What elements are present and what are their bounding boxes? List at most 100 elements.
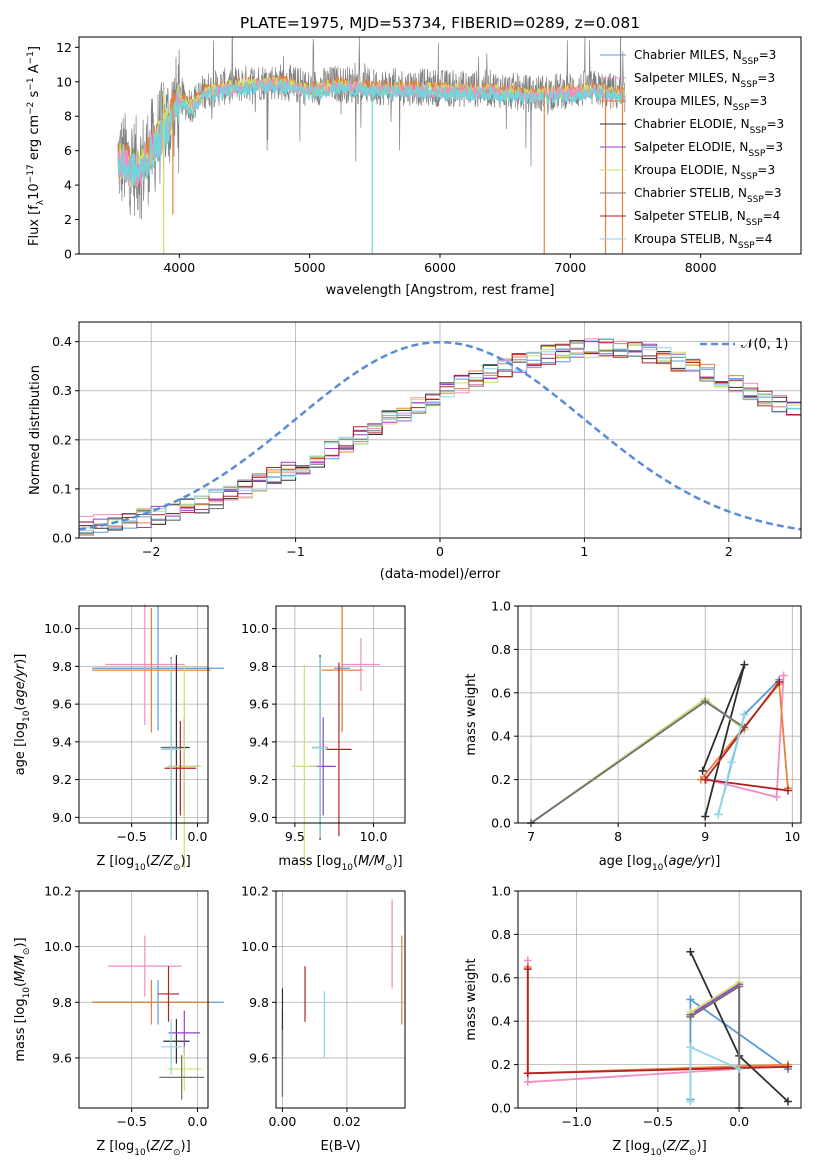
series-marker bbox=[701, 812, 710, 821]
model-spectrum-line bbox=[117, 78, 626, 188]
text-span: Kroupa MILES, N bbox=[634, 94, 733, 108]
x-axis-label: age [log10(age/yr)] bbox=[599, 854, 721, 873]
x-axis-label: Z [log10(Z/Z⊙)] bbox=[96, 1139, 190, 1158]
text-span: 10 bbox=[650, 1148, 662, 1158]
text-span: SSP bbox=[738, 241, 755, 251]
legend-entry: 𝒩(0, 1) bbox=[741, 337, 788, 352]
legend-entry: Chabrier ELODIE, NSSP=3 bbox=[634, 117, 784, 136]
text-span: −2 bbox=[26, 102, 36, 115]
series-marker bbox=[523, 1077, 532, 1086]
axes-frame bbox=[78, 890, 209, 1109]
y-tick-label: 10.0 bbox=[241, 621, 269, 636]
x-tick-label: 10.0 bbox=[360, 829, 388, 844]
text-span: =3 bbox=[766, 117, 784, 131]
text-span: mass [log bbox=[13, 998, 28, 1061]
y-tick-label: 9.0 bbox=[52, 810, 72, 825]
y-tick-label: 9.6 bbox=[52, 1050, 72, 1065]
y-tick-label: 9.8 bbox=[52, 659, 72, 674]
text-span: ⊙ bbox=[173, 863, 181, 873]
text-span: M/M bbox=[13, 955, 28, 982]
x-tick-label: 10 bbox=[784, 829, 800, 844]
y-tick-label: 10.2 bbox=[44, 884, 72, 899]
axes-frame bbox=[78, 321, 802, 539]
text-span: 10 bbox=[652, 863, 664, 873]
text-span: 10 bbox=[134, 863, 146, 873]
observed-spectrum-line bbox=[117, 37, 626, 220]
legend-entry: Kroupa MILES, NSSP=3 bbox=[634, 94, 767, 113]
text-span: M/M bbox=[358, 854, 385, 869]
text-span: −1 bbox=[26, 77, 36, 90]
text-span: Kroupa STELIB, N bbox=[634, 232, 738, 246]
text-span: Chabrier ELODIE, N bbox=[634, 117, 750, 131]
text-span: ( bbox=[13, 706, 28, 711]
errorbar-chart: 9.5 10.0 9.0 9.2 9.4 9.6 9.8 10.0 mass [log10(M/… bbox=[241, 605, 406, 873]
errorbar-chart: −0.5 0.09.09.29.49.69.810.0Z [log10(Z/Z⊙)… bbox=[13, 604, 224, 873]
text-span: =3 bbox=[765, 140, 783, 154]
text-span: SSP bbox=[742, 57, 759, 67]
spectrum-chart: PLATE=1975, MJD=53734, FIBERID=0289, z=0… bbox=[26, 14, 802, 298]
text-span: =3 bbox=[750, 94, 768, 108]
y-tick-label: 9.2 bbox=[52, 772, 72, 787]
y-tick-label: 10.2 bbox=[241, 884, 269, 899]
x-tick-label: 9.5 bbox=[285, 829, 305, 844]
spectrum-lines bbox=[117, 37, 626, 254]
series-marker bbox=[686, 1043, 695, 1052]
x-tick-label: 7 bbox=[527, 829, 535, 844]
text-span: )] bbox=[13, 937, 28, 947]
histogram-step-line bbox=[79, 341, 801, 527]
y-tick-label: 9.0 bbox=[249, 810, 269, 825]
x-tick-label: 0 bbox=[436, 544, 444, 559]
text-span: =3 bbox=[759, 48, 777, 62]
series-line bbox=[530, 698, 745, 824]
series-marker bbox=[686, 995, 695, 1004]
axes-frame bbox=[78, 605, 209, 824]
series-line bbox=[530, 698, 745, 824]
series-marker bbox=[523, 1069, 532, 1078]
x-tick-label: 8 bbox=[614, 829, 622, 844]
axes-frame bbox=[275, 890, 406, 1109]
y-tick-label: 9.8 bbox=[249, 659, 269, 674]
text-span: ( bbox=[13, 982, 28, 987]
y-tick-label: 0.6 bbox=[491, 685, 511, 700]
x-tick-label: −0.5 bbox=[643, 1114, 673, 1129]
text-span: Z/Z bbox=[150, 854, 174, 869]
text-span: )] bbox=[13, 654, 28, 664]
y-tick-label: 12 bbox=[56, 40, 72, 55]
x-axis-label: mass [log10(M/M⊙)] bbox=[278, 854, 402, 873]
text-span: 10 bbox=[22, 987, 32, 999]
x-tick-label: −1.0 bbox=[561, 1114, 591, 1129]
y-tick-label: 0.0 bbox=[491, 816, 511, 831]
text-span: Salpeter ELODIE, N bbox=[634, 140, 748, 154]
series-line bbox=[689, 1045, 740, 1102]
text-span: SSP bbox=[750, 126, 767, 136]
histogram-step-line bbox=[79, 341, 801, 528]
text-span: Salpeter STELIB, N bbox=[634, 209, 746, 223]
axes-frame bbox=[517, 890, 802, 1109]
series-marker bbox=[783, 786, 792, 795]
x-tick-label: −0.5 bbox=[116, 829, 146, 844]
text-span: SSP bbox=[747, 195, 764, 205]
text-span: Chabrier STELIB, N bbox=[634, 186, 747, 200]
y-tick-label: 9.6 bbox=[249, 697, 269, 712]
axes-frame bbox=[275, 605, 406, 824]
x-tick-label: 5000 bbox=[294, 260, 326, 275]
legend-entry: Chabrier STELIB, NSSP=3 bbox=[634, 186, 782, 205]
series-marker bbox=[727, 758, 736, 767]
text-span: age/yr bbox=[668, 854, 711, 869]
x-tick-label: −0.5 bbox=[116, 1114, 146, 1129]
series-marker bbox=[772, 792, 781, 801]
text-span: SSP bbox=[741, 172, 758, 182]
y-tick-label: 1.0 bbox=[491, 599, 511, 614]
text-span: age [log bbox=[13, 722, 28, 775]
x-tick-label: 0.00 bbox=[269, 1114, 297, 1129]
residual-histogram-chart: −2 −1 0 1 2 0.0 0.1 0.2 0.3 0.4 (data-model)/error… bbox=[28, 321, 802, 582]
normal-distribution-curve bbox=[79, 340, 801, 531]
y-tick-label: 9.6 bbox=[249, 1050, 269, 1065]
text-span: λ bbox=[36, 199, 46, 205]
y-tick-label: 8 bbox=[64, 109, 72, 124]
text-span: )] bbox=[392, 854, 402, 869]
x-tick-label: 0.0 bbox=[729, 1114, 749, 1129]
y-tick-label: 0.4 bbox=[52, 334, 72, 349]
